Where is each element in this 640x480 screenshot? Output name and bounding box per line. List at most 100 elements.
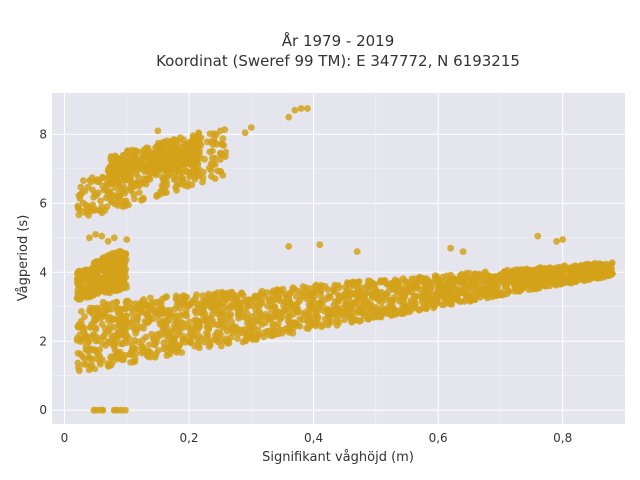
data-point [160,153,168,161]
data-point [602,263,610,271]
data-point [211,154,219,162]
data-point [98,209,106,217]
data-point [584,260,591,268]
data-point [203,323,211,331]
data-point [170,176,178,184]
data-point [142,300,150,307]
data-point [176,312,184,320]
data-point [364,304,372,311]
data-point [305,314,313,321]
data-point [264,302,271,310]
data-point [517,284,524,292]
data-point [192,165,200,173]
data-point [216,149,224,157]
data-point [412,292,420,300]
data-point [75,320,83,328]
data-point [171,136,178,144]
data-point [86,324,94,331]
x-tick-label: 0,4 [304,431,323,445]
data-point [455,297,463,305]
data-point [466,292,474,300]
data-point [107,339,115,347]
data-point [277,297,284,305]
data-point [181,302,188,309]
data-point [100,259,108,267]
data-point [149,307,157,315]
data-point [314,283,322,290]
data-point [207,166,215,174]
data-point [421,281,429,289]
data-point [120,356,127,363]
data-point [113,298,121,306]
data-point [129,306,137,314]
data-point [208,336,215,344]
data-point [220,142,228,149]
data-point [215,303,223,311]
data-point [572,272,580,280]
data-point [122,251,129,259]
data-point [75,364,82,372]
data-point [331,281,339,289]
data-point [244,296,252,304]
data-point [178,162,185,169]
data-point [147,294,154,302]
data-point [324,286,332,293]
data-point [560,279,568,287]
data-point [304,325,312,332]
data-point [418,275,426,283]
data-point [98,320,106,328]
data-point [89,304,97,312]
data-point [346,292,354,300]
data-point [212,295,219,303]
data-point [463,273,471,281]
data-point [304,105,311,112]
data-point [285,243,293,250]
data-point [106,163,114,171]
data-point [431,275,439,283]
data-point [81,273,89,281]
data-point [115,322,123,329]
data-point [369,291,377,299]
data-point [127,187,134,194]
data-point [150,336,158,343]
data-point [542,278,550,285]
data-point [172,144,180,152]
data-point [180,136,188,144]
data-point [316,241,324,249]
data-point [163,167,171,175]
data-point [416,285,423,293]
data-point [167,329,174,336]
data-point [187,328,195,335]
data-point [194,152,202,160]
data-point [207,160,215,168]
data-point [292,293,300,300]
data-point [191,342,199,350]
data-point [152,162,160,170]
data-point [282,306,289,314]
data-point [501,268,508,275]
data-point [459,248,467,256]
data-point [449,274,457,282]
data-point [355,293,363,301]
data-point [138,154,146,162]
data-point [157,141,165,149]
data-point [227,311,235,318]
plot-area [52,93,625,424]
chart-title: År 1979 - 2019 [282,31,395,50]
y-tick-label: 4 [39,265,47,279]
data-point [132,345,140,353]
data-point [143,175,151,183]
x-axis-title: Signifikant våghöjd (m) [262,450,414,465]
data-point [199,311,207,319]
data-point [348,280,356,288]
data-point [321,315,329,323]
data-point [297,105,305,112]
data-point [108,353,115,361]
x-tick-label: 0,8 [553,431,572,445]
data-point [285,113,293,121]
data-point [364,277,372,285]
data-point [84,208,91,216]
data-point [365,283,373,291]
data-point [89,201,97,209]
